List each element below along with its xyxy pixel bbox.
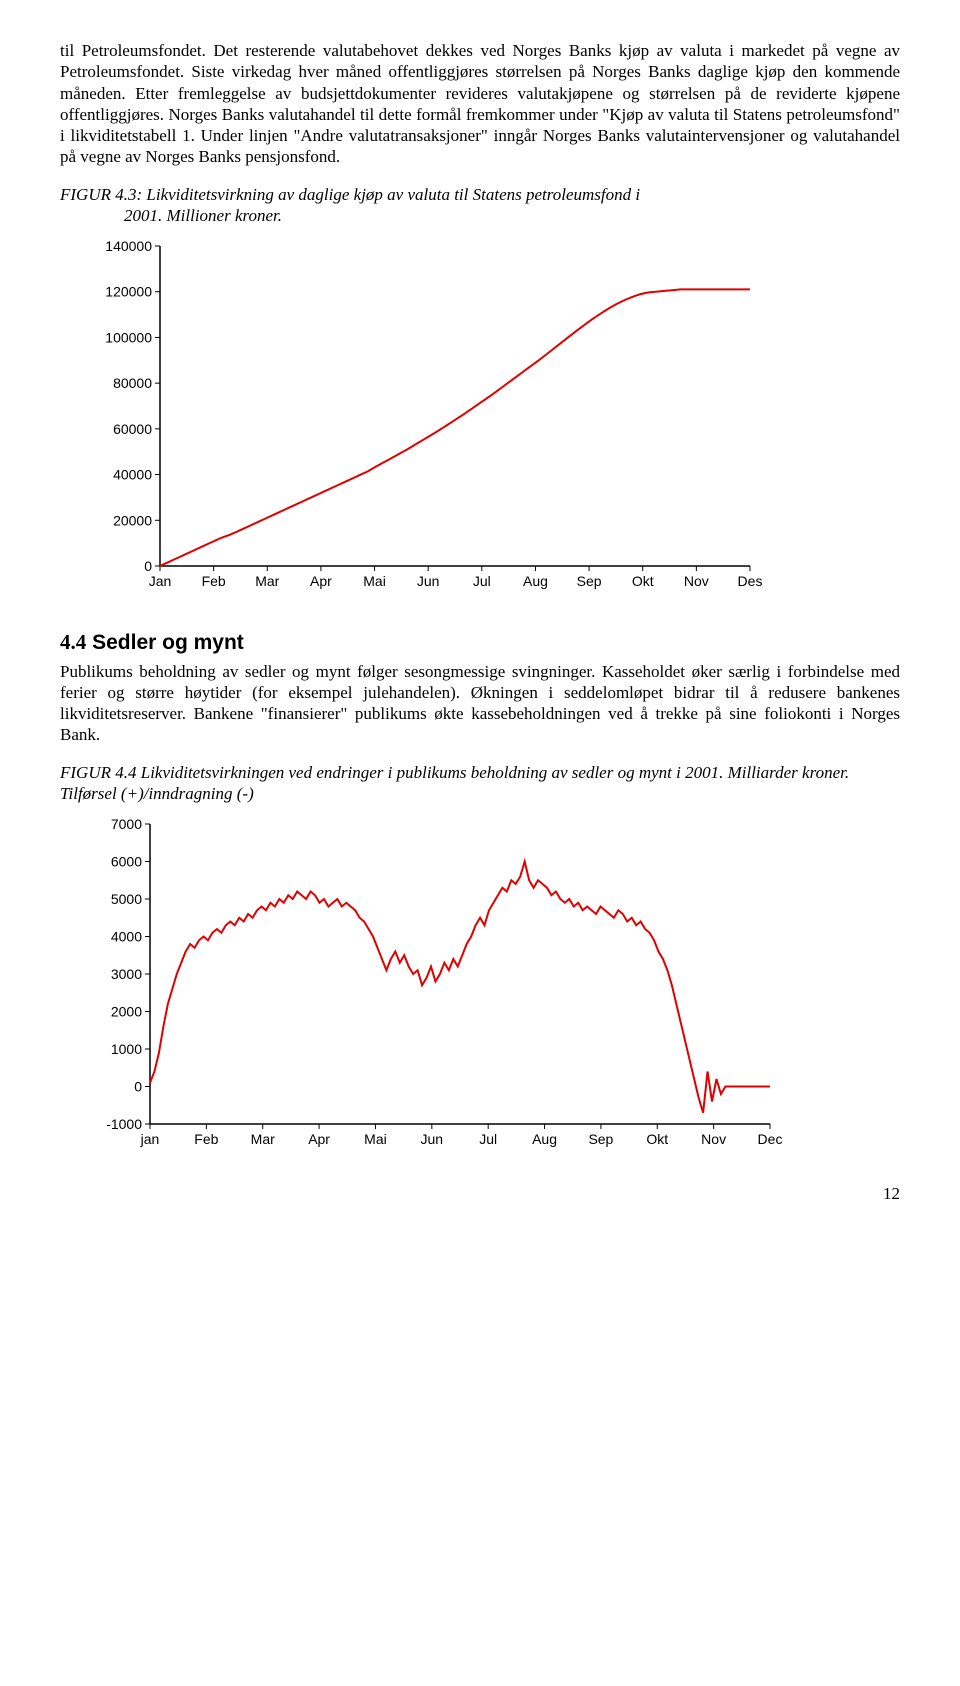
svg-text:0: 0 [134, 1079, 142, 1095]
svg-text:6000: 6000 [111, 854, 142, 870]
svg-text:120000: 120000 [105, 284, 152, 300]
svg-text:2000: 2000 [111, 1004, 142, 1020]
svg-text:4000: 4000 [111, 929, 142, 945]
figure-4-3-caption: FIGUR 4.3: Likviditetsvirkning av daglig… [60, 184, 900, 227]
svg-text:Mai: Mai [364, 1131, 387, 1147]
svg-text:Okt: Okt [632, 573, 654, 589]
svg-text:Des: Des [738, 573, 763, 589]
svg-text:-1000: -1000 [106, 1116, 142, 1132]
svg-text:0: 0 [144, 558, 152, 574]
svg-text:Aug: Aug [532, 1131, 557, 1147]
svg-text:Okt: Okt [646, 1131, 668, 1147]
body-paragraph-2: Publikums beholdning av sedler og mynt f… [60, 661, 900, 746]
svg-text:Feb: Feb [194, 1131, 218, 1147]
svg-text:1000: 1000 [111, 1041, 142, 1057]
svg-text:Nov: Nov [684, 573, 709, 589]
svg-text:Feb: Feb [202, 573, 226, 589]
fig43-caption-line1: FIGUR 4.3: Likviditetsvirkning av daglig… [60, 185, 640, 204]
svg-text:Mar: Mar [255, 573, 279, 589]
svg-text:Dec: Dec [758, 1131, 783, 1147]
svg-text:5000: 5000 [111, 891, 142, 907]
section-title: Sedler og mynt [92, 631, 244, 654]
figure-4-4-chart: -1000 0 1000 2000 3000 4000 5000 6000 7000 jan Feb… [90, 814, 900, 1159]
svg-text:3000: 3000 [111, 966, 142, 982]
page-number: 12 [60, 1183, 900, 1204]
svg-text:Jul: Jul [479, 1131, 497, 1147]
svg-text:Apr: Apr [310, 573, 332, 589]
svg-text:jan: jan [140, 1131, 160, 1147]
svg-text:Apr: Apr [308, 1131, 330, 1147]
svg-text:Aug: Aug [523, 573, 548, 589]
svg-text:7000: 7000 [111, 816, 142, 832]
svg-text:140000: 140000 [105, 238, 152, 254]
svg-text:Mai: Mai [363, 573, 386, 589]
body-paragraph-1: til Petroleumsfondet. Det resterende val… [60, 40, 900, 168]
svg-text:20000: 20000 [113, 512, 152, 528]
svg-text:Jun: Jun [417, 573, 440, 589]
figure-4-3-chart: 0 20000 40000 60000 80000 100000 120000 140000 J… [90, 236, 900, 601]
svg-text:80000: 80000 [113, 375, 152, 391]
svg-text:Sep: Sep [588, 1131, 613, 1147]
svg-text:Jun: Jun [421, 1131, 444, 1147]
svg-text:60000: 60000 [113, 421, 152, 437]
svg-text:40000: 40000 [113, 467, 152, 483]
section-number: 4.4 [60, 630, 86, 654]
svg-text:Jul: Jul [473, 573, 491, 589]
svg-text:Jan: Jan [149, 573, 172, 589]
section-heading: 4.4 Sedler og mynt [60, 629, 900, 656]
figure-4-4-caption: FIGUR 4.4 Likviditetsvirkningen ved endr… [60, 762, 900, 805]
svg-text:Mar: Mar [251, 1131, 275, 1147]
svg-text:Nov: Nov [701, 1131, 726, 1147]
svg-text:Sep: Sep [577, 573, 602, 589]
svg-text:100000: 100000 [105, 329, 152, 345]
fig43-caption-line2: 2001. Millioner kroner. [60, 205, 282, 226]
